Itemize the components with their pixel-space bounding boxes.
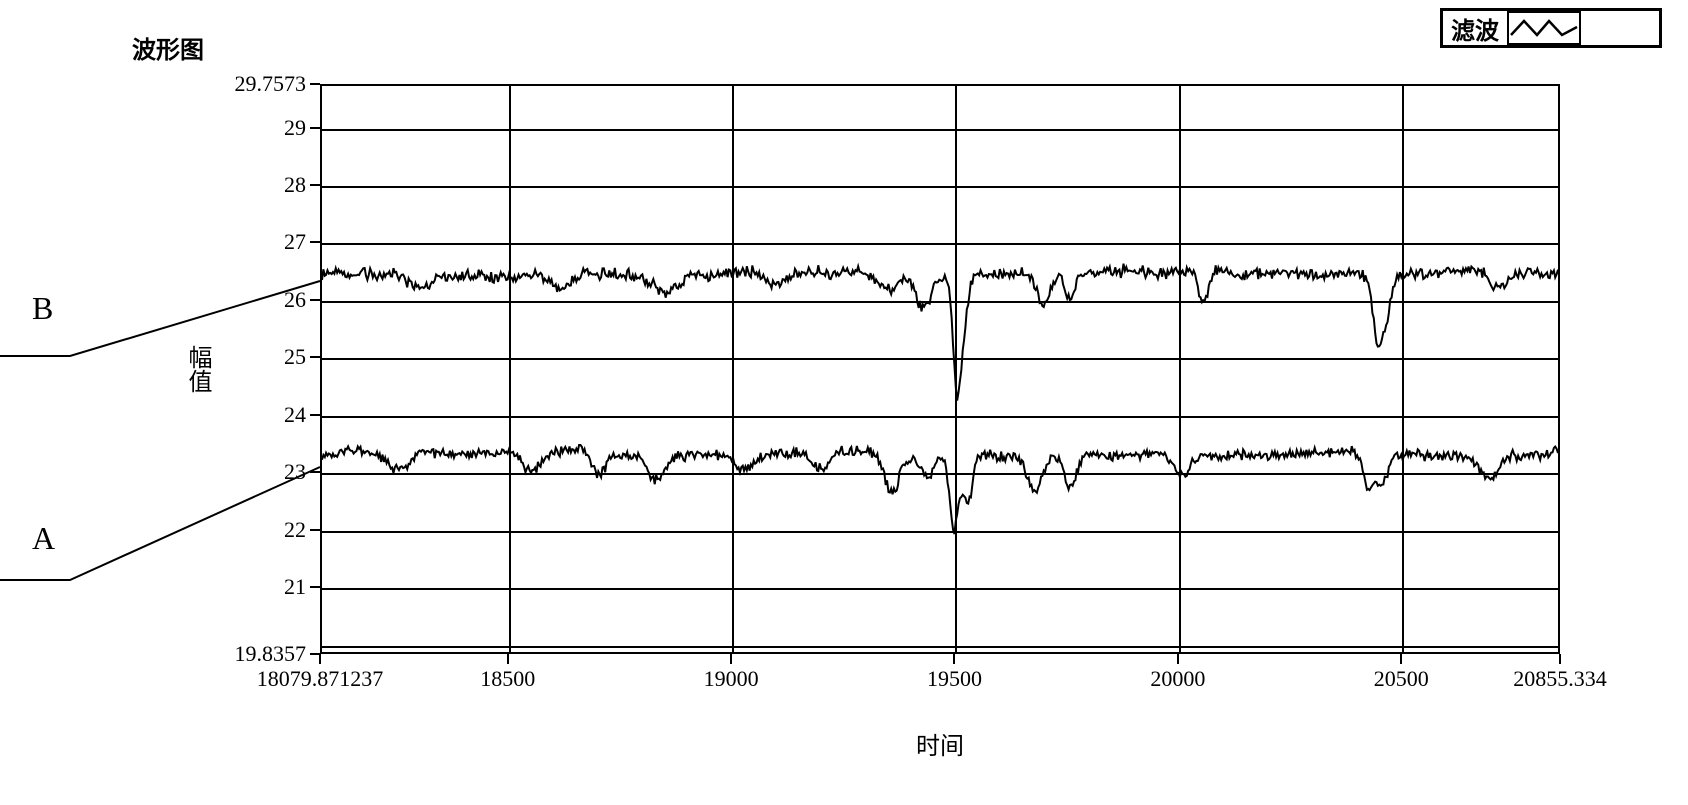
x-tick-label: 20855.334 — [1513, 666, 1607, 692]
y-tick-mark — [310, 184, 320, 186]
x-tick-mark — [507, 654, 509, 664]
y-tick-mark — [310, 299, 320, 301]
y-tick-label: 28 — [284, 172, 306, 198]
y-tick-label: 21 — [284, 574, 306, 600]
callout-lines — [0, 0, 1688, 805]
x-tick-mark — [319, 654, 321, 664]
x-tick-label: 20000 — [1150, 666, 1205, 692]
x-tick-mark — [1559, 654, 1561, 664]
x-tick-mark — [730, 654, 732, 664]
y-tick-mark — [310, 471, 320, 473]
y-tick-label: 29.7573 — [235, 71, 307, 97]
y-tick-mark — [310, 241, 320, 243]
y-tick-label: 26 — [284, 287, 306, 313]
x-tick-mark — [1400, 654, 1402, 664]
x-tick-label: 18079.871237 — [257, 666, 384, 692]
x-tick-label: 20500 — [1374, 666, 1429, 692]
y-tick-label: 24 — [284, 402, 306, 428]
y-tick-label: 29 — [284, 115, 306, 141]
callout-leader — [0, 467, 320, 580]
waveform-chart-root: 波形图 滤波 幅值 时间 B A 19.83572122232425262728… — [0, 0, 1688, 805]
y-tick-mark — [310, 83, 320, 85]
y-tick-mark — [310, 529, 320, 531]
y-tick-mark — [310, 586, 320, 588]
x-tick-mark — [1177, 654, 1179, 664]
y-tick-label: 25 — [284, 344, 306, 370]
y-tick-label: 27 — [284, 229, 306, 255]
y-tick-label: 22 — [284, 517, 306, 543]
x-tick-label: 19000 — [704, 666, 759, 692]
callout-leader — [0, 281, 320, 356]
y-tick-mark — [310, 414, 320, 416]
y-tick-mark — [310, 356, 320, 358]
y-tick-label: 23 — [284, 459, 306, 485]
x-tick-label: 18500 — [480, 666, 535, 692]
y-tick-label: 19.8357 — [235, 641, 307, 667]
x-tick-mark — [953, 654, 955, 664]
y-tick-mark — [310, 127, 320, 129]
x-tick-label: 19500 — [927, 666, 982, 692]
